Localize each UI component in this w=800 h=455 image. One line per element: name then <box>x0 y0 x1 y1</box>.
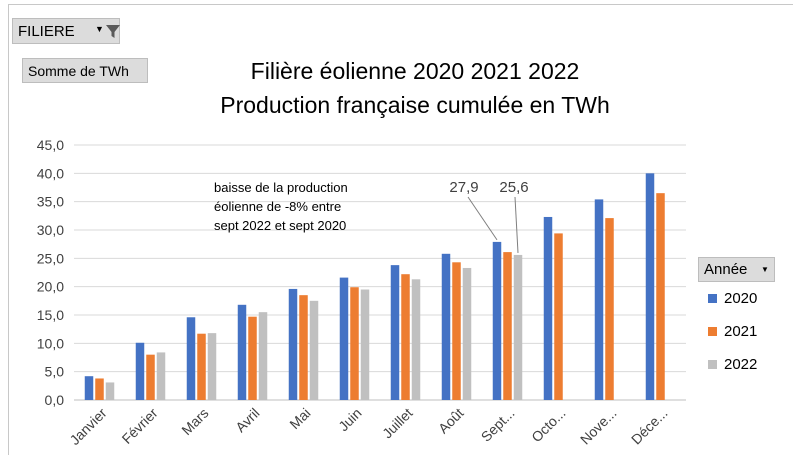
x-tick-label: Octo... <box>528 405 568 445</box>
x-tick-label: Nove... <box>577 405 620 448</box>
legend-swatch <box>708 360 717 369</box>
y-tick-label: 40,0 <box>37 165 64 181</box>
bar-2022-3 <box>207 333 217 400</box>
bar-2022-6 <box>360 289 370 400</box>
bar-2021-8 <box>452 262 461 400</box>
bar-2020-1 <box>84 376 94 400</box>
bar-2020-3 <box>186 317 196 400</box>
bar-2021-11 <box>605 218 614 400</box>
annee-legend-button[interactable]: Année ▼ <box>698 257 775 282</box>
bar-2020-11 <box>594 199 604 400</box>
x-tick-label: Mars <box>178 405 211 438</box>
bar-2021-7 <box>401 274 410 400</box>
x-tick-label: Avril <box>232 405 262 435</box>
legend-swatch <box>708 294 717 303</box>
bar-2020-6 <box>339 277 349 400</box>
legend-field-label: Année <box>704 261 748 278</box>
legend-label: 2020 <box>724 290 758 307</box>
bar-2020-4 <box>237 304 247 400</box>
filiere-filter-button[interactable]: FILIERE ▼ <box>12 18 120 44</box>
data-label-2022-sept: 25,6 <box>499 179 528 196</box>
y-tick-label: 5,0 <box>45 364 65 380</box>
bar-2021-4 <box>248 316 257 400</box>
bar-2020-8 <box>441 253 451 400</box>
bar-2021-1 <box>95 378 104 400</box>
chart-subtitle: Production française cumulée en TWh <box>220 92 610 118</box>
x-tick-label: Février <box>119 405 161 447</box>
bar-2022-2 <box>156 352 166 400</box>
bar-2020-7 <box>390 265 400 400</box>
annotation-note: baisse de la production <box>214 180 348 195</box>
bar-2020-10 <box>543 216 553 400</box>
funnel-icon <box>106 25 120 38</box>
bar-2021-5 <box>299 295 308 400</box>
legend-item-2020: 2020 <box>708 290 757 307</box>
bar-2020-2 <box>135 342 145 400</box>
x-tick-label: Sept... <box>478 405 518 445</box>
data-label-2020-sept: 27,9 <box>449 179 478 196</box>
leader-line <box>467 196 498 241</box>
y-tick-label: 10,0 <box>37 335 64 351</box>
y-tick-label: 15,0 <box>37 307 64 323</box>
legend-item-2021: 2021 <box>708 323 757 340</box>
y-tick-label: 0,0 <box>45 392 65 408</box>
chart-frame <box>8 4 793 455</box>
legend-label: 2021 <box>724 323 758 340</box>
bar-2022-9 <box>513 254 523 400</box>
bar-2022-7 <box>411 279 421 400</box>
chart-title: Filière éolienne 2020 2021 2022 <box>250 58 580 84</box>
bar-2021-9 <box>503 252 512 400</box>
chevron-down-icon: ▼ <box>761 265 769 274</box>
legend-item-2022: 2022 <box>708 356 757 373</box>
value-field-label: Somme de TWh <box>28 62 129 79</box>
y-tick-label: 35,0 <box>37 194 64 210</box>
y-tick-label: 25,0 <box>37 250 64 266</box>
filter-label: FILIERE <box>18 22 75 40</box>
bar-2021-3 <box>197 333 206 400</box>
y-tick-label: 45,0 <box>37 137 64 153</box>
bar-2020-12 <box>645 173 655 400</box>
x-tick-label: Janvier <box>66 405 109 448</box>
x-tick-label: Juin <box>335 405 364 434</box>
value-field-button[interactable]: Somme de TWh <box>22 58 148 83</box>
annotation-note: éolienne de -8% entre <box>214 199 341 214</box>
bar-2020-5 <box>288 288 298 400</box>
annotation-note: sept 2022 et sept 2020 <box>214 218 346 233</box>
y-tick-label: 20,0 <box>37 279 64 295</box>
bar-2022-1 <box>105 382 115 400</box>
x-tick-label: Mai <box>286 405 313 432</box>
chevron-down-icon: ▼ <box>95 24 104 34</box>
x-tick-label: Août <box>435 405 467 437</box>
y-tick-label: 30,0 <box>37 222 64 238</box>
bar-2021-12 <box>656 193 665 400</box>
x-tick-label: Juillet <box>379 405 416 442</box>
legend-label: 2022 <box>724 356 758 373</box>
bar-2022-4 <box>258 312 268 400</box>
legend-swatch <box>708 327 717 336</box>
bar-2020-9 <box>492 241 502 400</box>
bar-2021-10 <box>554 233 563 400</box>
bar-2022-8 <box>462 267 472 400</box>
bar-2021-6 <box>350 287 359 400</box>
leader-line <box>514 196 519 253</box>
x-tick-label: Déce... <box>628 405 671 448</box>
bar-2021-2 <box>146 354 155 400</box>
bar-2022-5 <box>309 300 319 400</box>
